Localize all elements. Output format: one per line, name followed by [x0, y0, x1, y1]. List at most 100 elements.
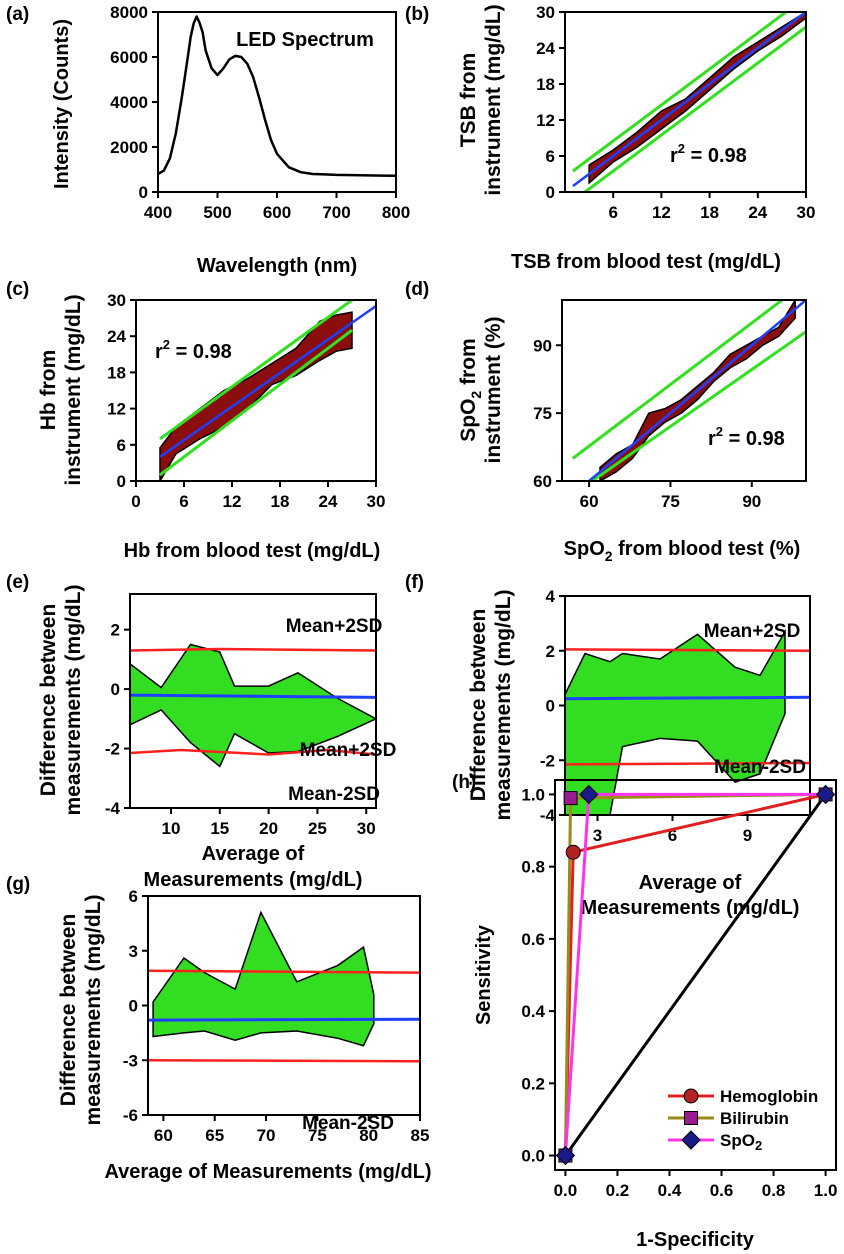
x-tick-label: 25 — [308, 819, 327, 838]
difference-band — [130, 643, 376, 768]
upper-bound-line — [159, 300, 353, 441]
y-axis-label-line2: measurements (mg/dL) — [492, 589, 515, 820]
x-tick-label: 0.2 — [606, 1181, 630, 1200]
plot-frame — [129, 593, 377, 809]
y-axis-label-rest: from — [457, 338, 480, 391]
x-axis-label: TSB from blood test (mg/dL) — [511, 251, 781, 273]
lower-bound-line — [159, 329, 353, 477]
y-tick-label: 30 — [536, 3, 555, 22]
legend-label: Bilirubin — [720, 1109, 789, 1128]
y-tick-label: 75 — [533, 404, 552, 423]
y-tick-label: 1.0 — [521, 785, 545, 804]
x-axis-label-line1: Average of — [202, 843, 305, 865]
x-tick-label: 20 — [259, 819, 278, 838]
y-tick-label: 0.4 — [521, 1002, 545, 1021]
mean-plus-2sd-label: Mean+2SD — [704, 621, 801, 642]
y-tick-label: 3 — [129, 942, 138, 961]
mean-plus-2sd-label: Mean+2SD — [286, 616, 383, 637]
panel-label: (c) — [6, 279, 29, 300]
y-tick-label: 2 — [111, 621, 120, 640]
x-axis-label-line2: Measurements (mg/dL) — [581, 897, 800, 919]
y-tick-label: 24 — [536, 39, 555, 58]
mean-minus-2sd-line — [565, 761, 810, 766]
legend-marker — [681, 1130, 701, 1150]
y-tick-label: -3 — [123, 1051, 138, 1070]
panel-label: (f) — [405, 572, 424, 593]
y-tick-label: 0 — [546, 183, 555, 202]
panel-c: (c) 0 6 12 18 24 30 0 6 12 18 24 30 r2 = 0.98 Hb from … — [6, 279, 385, 562]
roc-marker-spo2 — [579, 784, 599, 805]
x-tick-label: 600 — [263, 203, 291, 222]
x-tick-label: 0 — [131, 492, 140, 511]
x-tick-label: 65 — [205, 1126, 224, 1145]
r-squared-annotation: r2 = 0.98 — [670, 141, 747, 167]
y-tick-label: -4 — [540, 806, 556, 825]
y-axis-label-main: SpO — [457, 399, 480, 442]
x-tick-label: 30 — [357, 819, 376, 838]
x-tick-label: 700 — [322, 203, 350, 222]
r-squared-superscript: 2 — [163, 337, 170, 352]
y-axis-label-line1: Difference between — [37, 604, 60, 797]
y-tick-label: 0 — [117, 472, 126, 491]
panel-f: (f) 3 6 9 -4 -2 0 2 4 Mean+2SD Mean-2SD Average of M… — [405, 572, 811, 919]
y-tick-label: 18 — [107, 363, 126, 382]
mean-minus-2sd-label: Mean-2SD — [302, 1113, 394, 1134]
x-tick-label: 1.0 — [814, 1181, 838, 1200]
y-tick-label: 12 — [107, 400, 126, 419]
plot-frame — [554, 779, 837, 1171]
r-squared-superscript: 2 — [678, 141, 685, 156]
y-tick-label: 90 — [533, 336, 552, 355]
x-tick-label: 6 — [608, 203, 617, 222]
panel-label: (g) — [6, 874, 30, 895]
x-tick-label: 0.8 — [762, 1181, 786, 1200]
x-tick-label: 400 — [144, 203, 172, 222]
y-axis-label-line1: TSB from — [457, 53, 480, 148]
x-tick-label: 18 — [271, 492, 290, 511]
r-squared-symbol: r — [670, 145, 678, 167]
data-band — [159, 311, 353, 481]
legend-marker — [684, 1111, 698, 1125]
r-squared-value: = 0.98 — [685, 145, 747, 167]
x-tick-label: 0.0 — [554, 1181, 578, 1200]
y-tick-label: 6 — [117, 436, 126, 455]
x-tick-label: 0.4 — [658, 1181, 682, 1200]
fit-line — [588, 300, 806, 481]
upper-bound-line — [572, 12, 789, 173]
x-tick-label: 3 — [593, 826, 602, 845]
data-band — [588, 12, 806, 185]
y-axis-label-line2: measurements (mg/dL) — [82, 894, 105, 1125]
panel-label: (e) — [6, 572, 29, 593]
plot-frame — [564, 11, 807, 193]
x-tick-label: 12 — [223, 492, 242, 511]
y-tick-label: 6 — [546, 147, 555, 166]
y-tick-label: 2000 — [110, 138, 148, 157]
legend-label-text: Bilirubin — [720, 1109, 789, 1128]
panel-g: (g) 60 65 70 75 80 85 -6 -3 0 3 6 Mean+2SD Mean-2SD Av… — [6, 740, 432, 1183]
roc-marker-spo2 — [815, 784, 836, 805]
legend-label: SpO2 — [720, 1131, 762, 1153]
mean-plus-2sd-label: Mean+2SD — [300, 740, 397, 761]
y-tick-label: 2 — [546, 642, 555, 661]
panel-label: (b) — [405, 4, 429, 25]
y-axis-label-line2: instrument (mg/dL) — [62, 294, 85, 485]
x-axis-label: 1-Specificity — [636, 1229, 755, 1251]
y-tick-label: 0 — [111, 680, 120, 699]
y-tick-label: 6000 — [110, 48, 148, 67]
x-tick-label: 90 — [742, 492, 761, 511]
x-tick-label: 24 — [319, 492, 338, 511]
y-axis-label-line1: Hb from — [37, 350, 60, 431]
panel-b: (b) 6 12 18 24 30 0 6 12 18 24 30 r2 = 0.98 TSB from … — [405, 3, 815, 273]
legend-label-text: SpO — [720, 1131, 755, 1150]
r-squared-symbol: r — [155, 341, 163, 363]
y-tick-label: 24 — [107, 327, 126, 346]
x-tick-label: 800 — [382, 203, 410, 222]
r-squared-symbol: r — [708, 428, 716, 450]
y-tick-label: 0 — [129, 997, 138, 1016]
panel-h: (h) 0.0 0.2 0.4 0.6 0.8 1.0 0.0 0.2 0.4 0.6 0.8 1.0 H… — [452, 772, 837, 1251]
panel-e: (e) 10 15 20 25 30 -4 -2 0 2 Mean+2SD Mean-2SD Avera… — [6, 572, 382, 891]
y-tick-label: 4000 — [110, 93, 148, 112]
difference-band — [565, 628, 786, 815]
mean-minus-2sd-label: Mean-2SD — [288, 784, 380, 805]
roc-marker-bilirubin — [563, 791, 578, 806]
